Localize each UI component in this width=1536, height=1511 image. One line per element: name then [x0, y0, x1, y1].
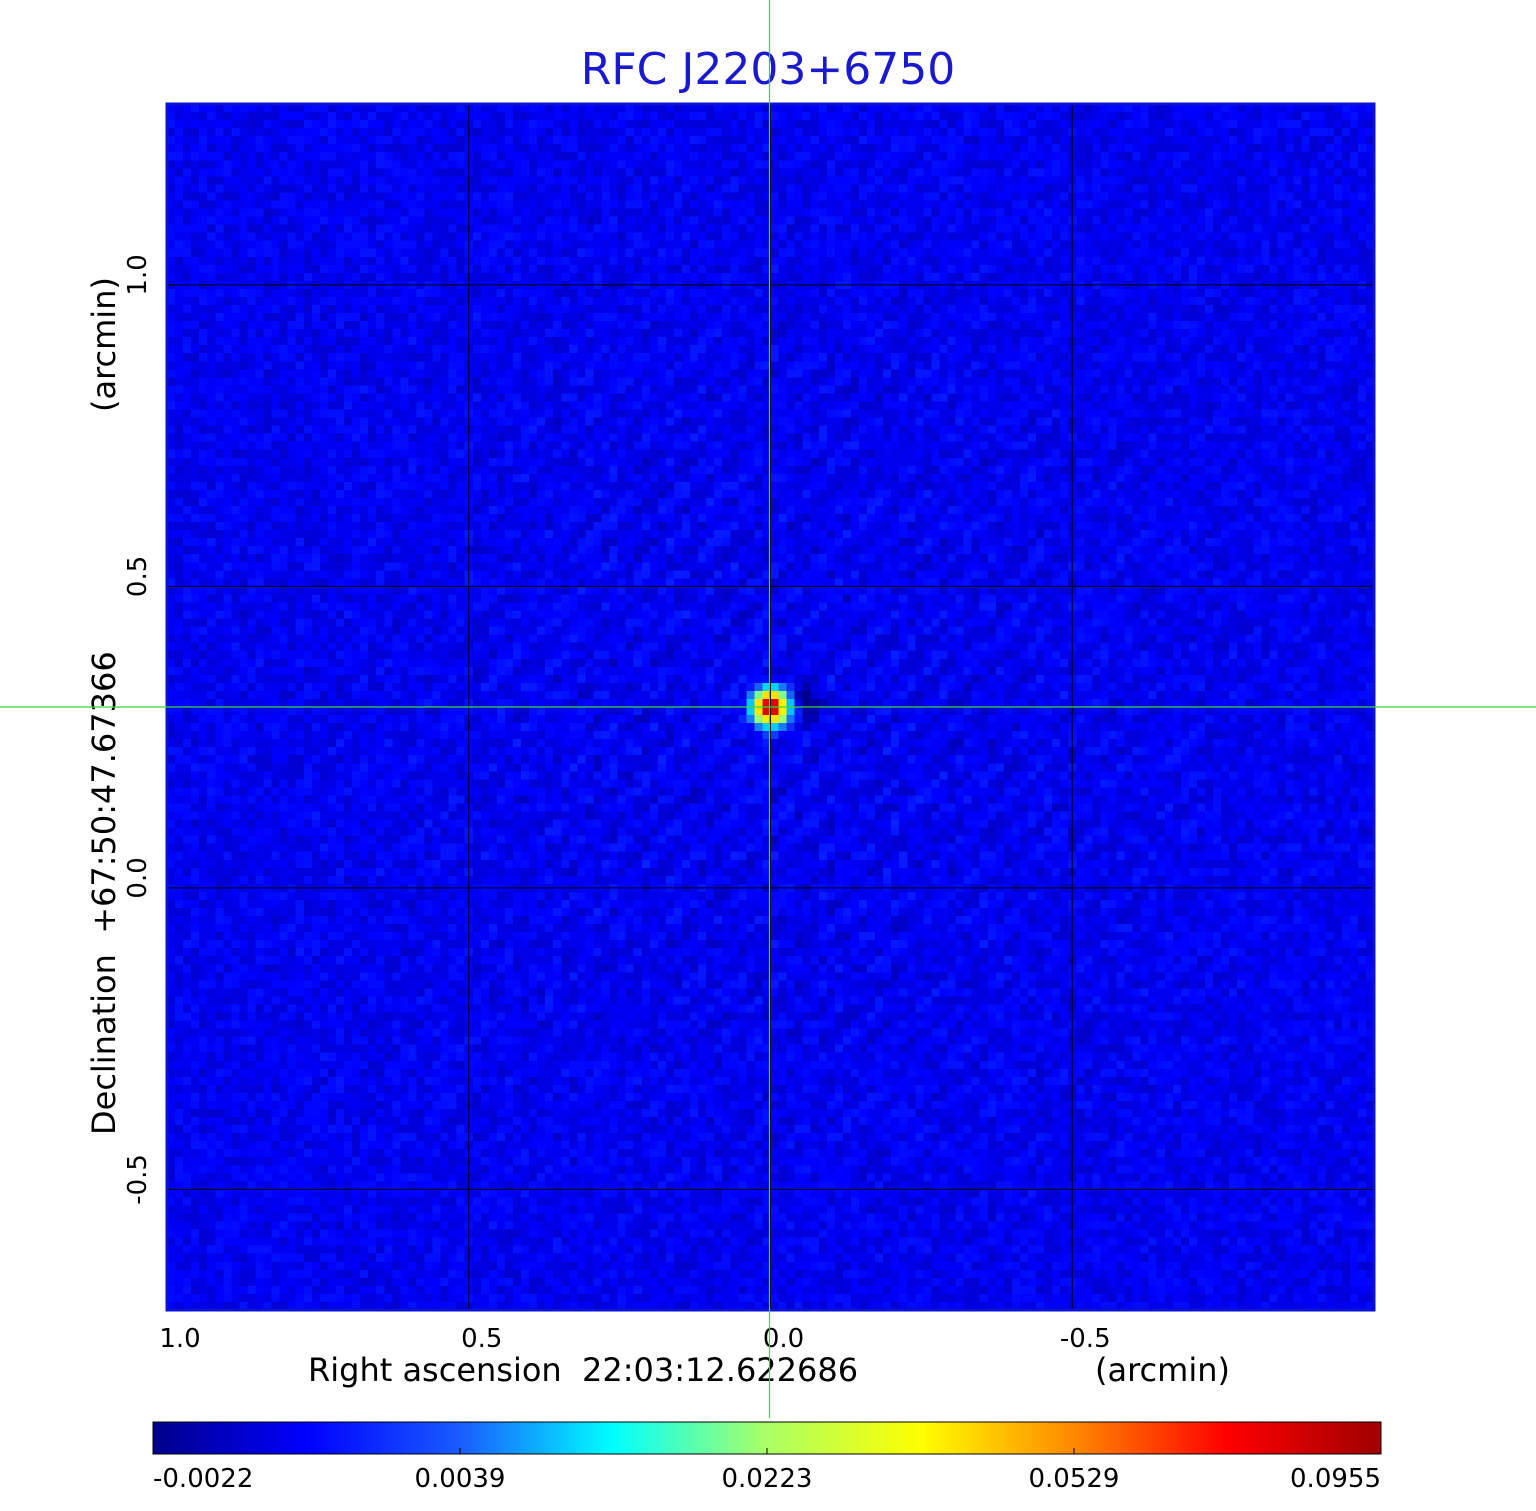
chart-title: RFC J2203+6750	[581, 44, 955, 95]
colorbar-tick-label: 0.0223	[722, 1464, 813, 1494]
colorbar-tick-label: 0.0955	[1290, 1464, 1381, 1494]
colorbar-tick-label: 0.0529	[1029, 1464, 1120, 1494]
colorbar-ticks: -0.0022 0.0039 0.0223 0.0529 0.0955	[152, 1448, 1382, 1494]
colorbar-tick-label: -0.0022	[153, 1464, 253, 1494]
y-axis-unit: (arcmin)	[85, 277, 123, 412]
x-axis-unit: (arcmin)	[1095, 1351, 1230, 1389]
y-tick-label: 1.0	[123, 254, 153, 295]
y-axis-label: Declination +67:50:47.67366	[85, 651, 123, 1135]
colorbar-tick-label: 0.0039	[415, 1464, 506, 1494]
y-tick-label: 0.0	[123, 857, 153, 898]
y-tick-label: -0.5	[123, 1154, 153, 1205]
x-tick-label: 0.5	[461, 1324, 502, 1354]
y-tick-label: 0.5	[123, 556, 153, 597]
x-tick-label: -0.5	[1060, 1324, 1111, 1354]
x-axis-ticks: 1.0 0.5 0.0 -0.5	[159, 1324, 1110, 1354]
y-axis-ticks: 1.0 0.5 0.0 -0.5	[123, 254, 153, 1205]
crosshair	[0, 0, 1536, 1418]
x-axis-label: Right ascension 22:03:12.622686	[308, 1351, 858, 1389]
x-tick-label: 1.0	[159, 1324, 200, 1354]
